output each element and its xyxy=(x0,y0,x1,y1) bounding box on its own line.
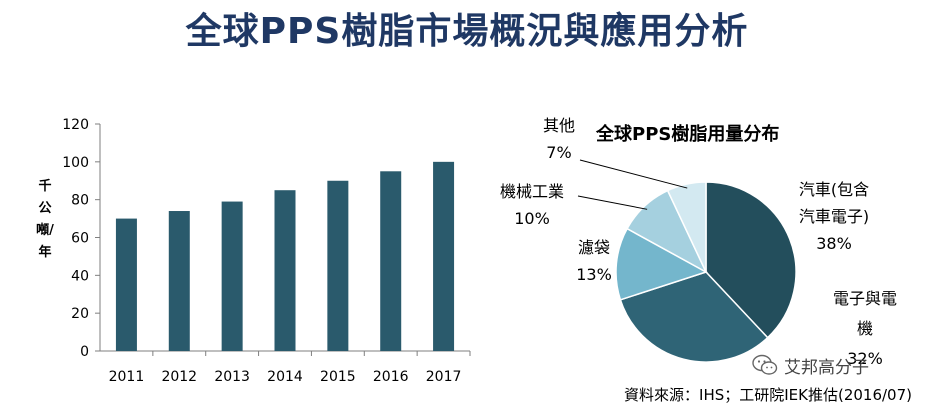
pie-label-electrical-line1: 電子與電 xyxy=(832,289,897,308)
bar-x-tick-label: 2015 xyxy=(320,369,356,385)
bar-x-tick-label: 2013 xyxy=(214,369,250,385)
pie-slice-1 xyxy=(619,271,769,363)
pie-label-automotive-percent: 38% xyxy=(816,234,852,253)
pie-slice-4 xyxy=(666,181,707,273)
bar-y-axis-label: 千公噸/年 xyxy=(36,179,54,260)
bar-2017 xyxy=(433,161,455,351)
bar-x-tick-label: 2014 xyxy=(267,369,303,385)
pie-label-automotive-line2: 汽車電子) xyxy=(798,207,870,226)
bar-y-tick-label: 100 xyxy=(62,155,89,171)
pie-label-other: 其他 7% xyxy=(536,112,582,166)
pie-label-other-line1: 其他 xyxy=(542,116,575,135)
bar-2015 xyxy=(327,180,349,351)
pie-label-electrical-percent: 32% xyxy=(847,349,883,368)
bar-x-tick-label: 2016 xyxy=(373,369,409,385)
bar-chart-x-labels: 2011 2012 2013 2014 2015 2016 2017 xyxy=(109,369,462,385)
pie-label-electrical-line2: 機 xyxy=(856,319,873,338)
pie-label-machinery-percent: 10% xyxy=(514,209,550,228)
bar-y-tick-label: 80 xyxy=(71,193,89,209)
bar-2016 xyxy=(380,171,402,351)
pie-leader-line xyxy=(577,195,648,210)
bar-2012 xyxy=(168,211,190,351)
bar-y-tick-label: 0 xyxy=(80,344,89,360)
bar-chart-bars xyxy=(115,161,455,351)
watermark-text: 艾邦高分子 xyxy=(784,357,869,378)
bar-2011 xyxy=(115,218,137,351)
pie-label-machinery: 機械工業 10% xyxy=(490,178,574,232)
bar-x-tick-label: 2011 xyxy=(109,369,145,385)
bar-y-tick-label: 60 xyxy=(71,231,89,247)
pie-label-filter-line1: 濾袋 xyxy=(577,238,610,257)
bar-y-tick-label: 120 xyxy=(62,117,89,133)
bar-y-tick-label: 20 xyxy=(71,306,89,322)
pie-slice-2 xyxy=(615,227,708,301)
pie-slice-0 xyxy=(705,181,797,339)
bar-x-tick-label: 2012 xyxy=(161,369,197,385)
watermark: 艾邦高分子 xyxy=(752,353,869,378)
bar-x-tick-label: 2017 xyxy=(426,369,462,385)
pie-label-other-percent: 7% xyxy=(546,143,572,162)
pie-label-filter: 濾袋 13% xyxy=(566,234,622,288)
pie-chart xyxy=(615,181,797,363)
pie-label-automotive-line1: 汽車(包含 xyxy=(798,180,870,199)
wechat-icon xyxy=(752,354,778,375)
pie-leader-lines xyxy=(577,159,688,210)
bar-2013 xyxy=(221,201,243,351)
bar-y-tick-label: 40 xyxy=(71,268,89,284)
pie-label-automotive: 汽車(包含 汽車電子) 38% xyxy=(778,176,890,257)
pie-chart-title: 全球PPS樹脂用量分布 xyxy=(596,124,780,145)
bar-2014 xyxy=(274,190,296,351)
pie-leader-line xyxy=(579,159,688,189)
source-note: 資料來源：IHS；工研院IEK推估(2016/07) xyxy=(624,386,912,404)
page-title: 全球PPS樹脂市場概況與應用分析 xyxy=(185,11,749,52)
pie-label-machinery-line1: 機械工業 xyxy=(499,182,564,201)
bar-chart-y-ticks: 0 20 40 60 80 100 120 xyxy=(62,117,100,360)
pie-label-filter-percent: 13% xyxy=(576,265,612,284)
pie-label-electrical: 電子與電 機 32% xyxy=(810,284,920,374)
